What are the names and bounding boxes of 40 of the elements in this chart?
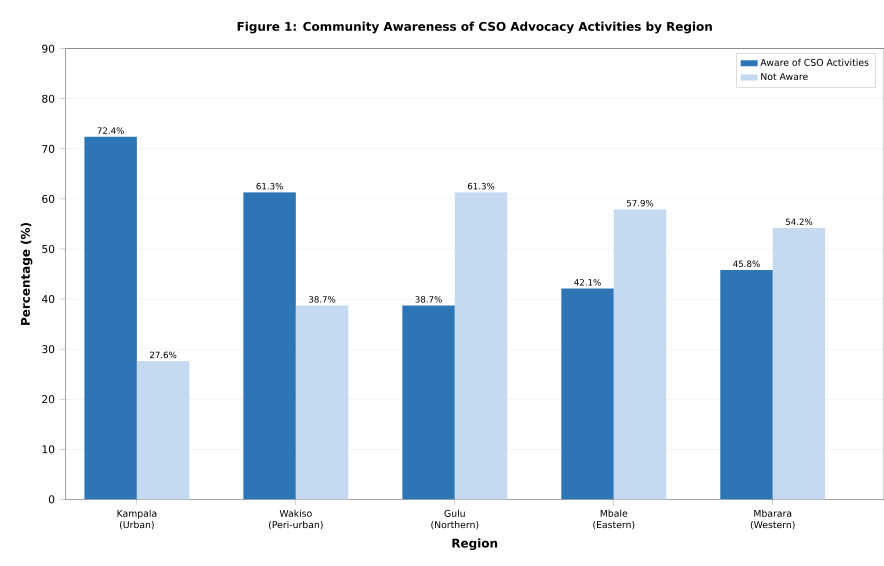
data-label: 38.7% [309,296,336,303]
chart-title: Figure 1: Community Awareness of CSO Advocacy Activities by Region [238,22,712,34]
legend-label: Aware of CSO Activities [760,58,868,66]
legend-label: Not Aware [761,73,808,80]
bar [296,306,348,500]
bar [84,136,137,500]
x-tick-label: Wakiso (Peri-urban) [269,510,323,530]
data-label: 61.3% [468,182,494,190]
y-tick-label: 90 [42,44,54,53]
y-tick-label: 50 [42,244,54,253]
x-tick-label: Mbarara (Western) [750,510,795,530]
data-label: 42.1% [574,279,601,286]
y-tick-label: 60 [42,194,54,203]
y-tick-label: 10 [42,445,54,454]
x-axis-title: Region [452,538,498,550]
y-tick-label: 70 [42,144,54,153]
data-label: 27.6% [150,352,176,358]
bar [772,228,826,500]
y-tick-label: 0 [48,495,54,504]
bar [454,192,508,500]
bar [402,306,455,500]
x-tick-label: Mbale (Eastern) [593,510,634,530]
data-label: 45.8% [733,260,760,268]
bar [136,361,190,500]
y-tick-label: 80 [42,94,54,103]
data-label: 61.3% [256,182,283,190]
bar [614,209,666,500]
y-tick-label: 20 [42,395,54,404]
bar [243,192,296,500]
x-tick-label: Kampala (Urban) [118,510,156,530]
data-label: 54.2% [786,218,812,226]
y-tick-label: 40 [42,295,54,304]
data-label: 38.7% [416,296,442,303]
bar [720,270,773,500]
x-tick-label: Gulu (Northern) [431,510,478,530]
bar [561,288,614,500]
data-label: 57.9% [626,200,654,206]
data-label: 72.4% [98,127,124,134]
y-tick-label: 30 [42,345,54,354]
y-axis-title: Percentage (%) [20,223,32,325]
